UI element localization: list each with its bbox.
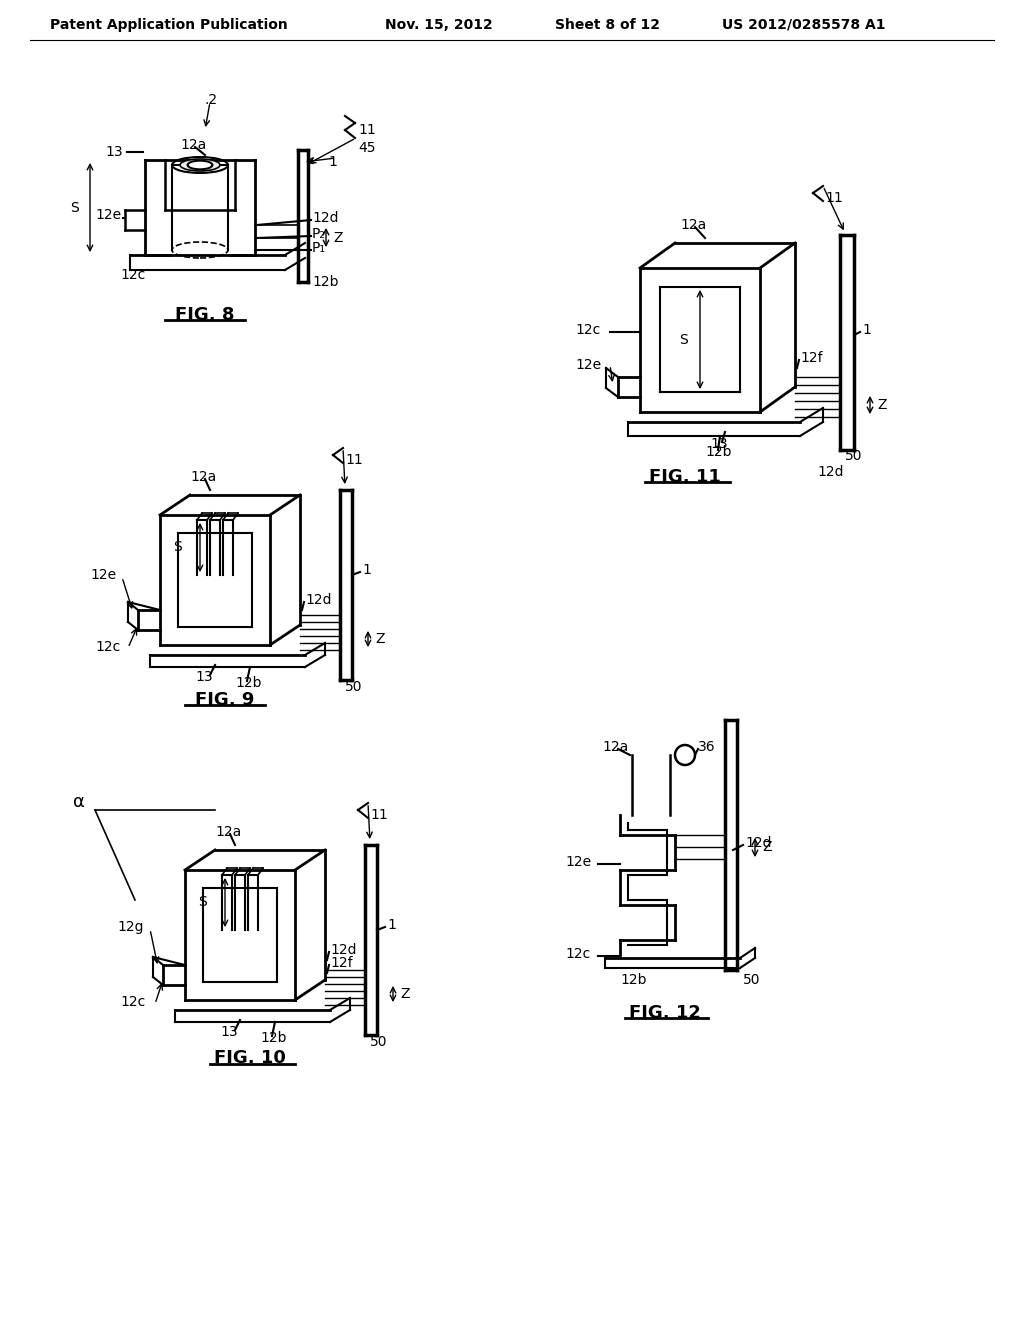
Text: 50: 50: [845, 449, 862, 463]
Text: 50: 50: [345, 680, 362, 694]
Text: 12a: 12a: [215, 825, 242, 840]
Text: S: S: [173, 540, 182, 554]
Text: Z: Z: [762, 840, 771, 854]
Text: Patent Application Publication: Patent Application Publication: [50, 18, 288, 32]
Text: 1: 1: [387, 917, 396, 932]
Ellipse shape: [180, 158, 220, 172]
Text: Nov. 15, 2012: Nov. 15, 2012: [385, 18, 493, 32]
Text: 11: 11: [825, 191, 843, 205]
Text: 12e: 12e: [95, 209, 121, 222]
Text: 50: 50: [743, 973, 761, 987]
Text: 12c: 12c: [120, 268, 145, 282]
Text: FIG. 10: FIG. 10: [214, 1049, 286, 1067]
Text: 12c: 12c: [95, 640, 120, 653]
Text: 12e: 12e: [565, 855, 591, 869]
Text: 36: 36: [698, 741, 716, 754]
Text: 12e: 12e: [90, 568, 116, 582]
Text: Z: Z: [400, 987, 410, 1001]
Text: Z: Z: [333, 231, 342, 246]
Text: 1: 1: [328, 154, 337, 169]
Text: 12b: 12b: [234, 676, 261, 690]
Text: 12d: 12d: [817, 465, 844, 479]
Text: 12a: 12a: [602, 741, 629, 754]
Text: 45: 45: [358, 141, 376, 154]
Text: 12a: 12a: [180, 139, 206, 152]
Text: 12c: 12c: [120, 995, 145, 1008]
Text: .2: .2: [205, 92, 218, 107]
Text: 12b: 12b: [260, 1031, 287, 1045]
Text: Z: Z: [375, 632, 384, 645]
Text: FIG. 11: FIG. 11: [649, 469, 721, 486]
Text: 13: 13: [105, 145, 123, 158]
Text: 11: 11: [358, 123, 376, 137]
Text: P₁: P₁: [312, 242, 326, 255]
Text: Sheet 8 of 12: Sheet 8 of 12: [555, 18, 660, 32]
Text: 12a: 12a: [680, 218, 707, 232]
Text: 1: 1: [862, 323, 870, 337]
Text: 50: 50: [370, 1035, 387, 1049]
Text: 12f: 12f: [330, 956, 352, 970]
Text: 12g: 12g: [117, 920, 143, 935]
Text: 11: 11: [370, 808, 388, 822]
Text: 12f: 12f: [800, 351, 822, 366]
Text: FIG. 8: FIG. 8: [175, 306, 234, 323]
Text: 12c: 12c: [565, 946, 590, 961]
Text: US 2012/0285578 A1: US 2012/0285578 A1: [722, 18, 886, 32]
Text: 12d: 12d: [330, 942, 356, 957]
Text: S: S: [679, 333, 688, 347]
Text: 1: 1: [362, 564, 371, 577]
Text: 12a: 12a: [190, 470, 216, 484]
Text: 13: 13: [220, 1026, 238, 1039]
Text: 12d: 12d: [312, 211, 339, 224]
Text: 12b: 12b: [705, 445, 731, 459]
Text: 12c: 12c: [575, 323, 600, 337]
Ellipse shape: [188, 161, 212, 169]
Text: S: S: [70, 201, 79, 215]
Text: P₂: P₂: [312, 227, 326, 242]
Text: FIG. 9: FIG. 9: [196, 690, 255, 709]
Text: 12d: 12d: [305, 593, 332, 607]
Text: 13: 13: [195, 671, 213, 684]
Text: 13: 13: [710, 437, 728, 451]
Text: 12d: 12d: [745, 836, 771, 850]
Text: α: α: [73, 793, 85, 810]
Ellipse shape: [187, 161, 213, 169]
Text: 12b: 12b: [312, 275, 339, 289]
Text: 12b: 12b: [620, 973, 646, 987]
Text: S: S: [199, 895, 207, 909]
Text: 11: 11: [345, 453, 362, 467]
Text: 12e: 12e: [575, 358, 601, 372]
Text: Z: Z: [877, 399, 887, 412]
Text: FIG. 12: FIG. 12: [629, 1005, 701, 1022]
